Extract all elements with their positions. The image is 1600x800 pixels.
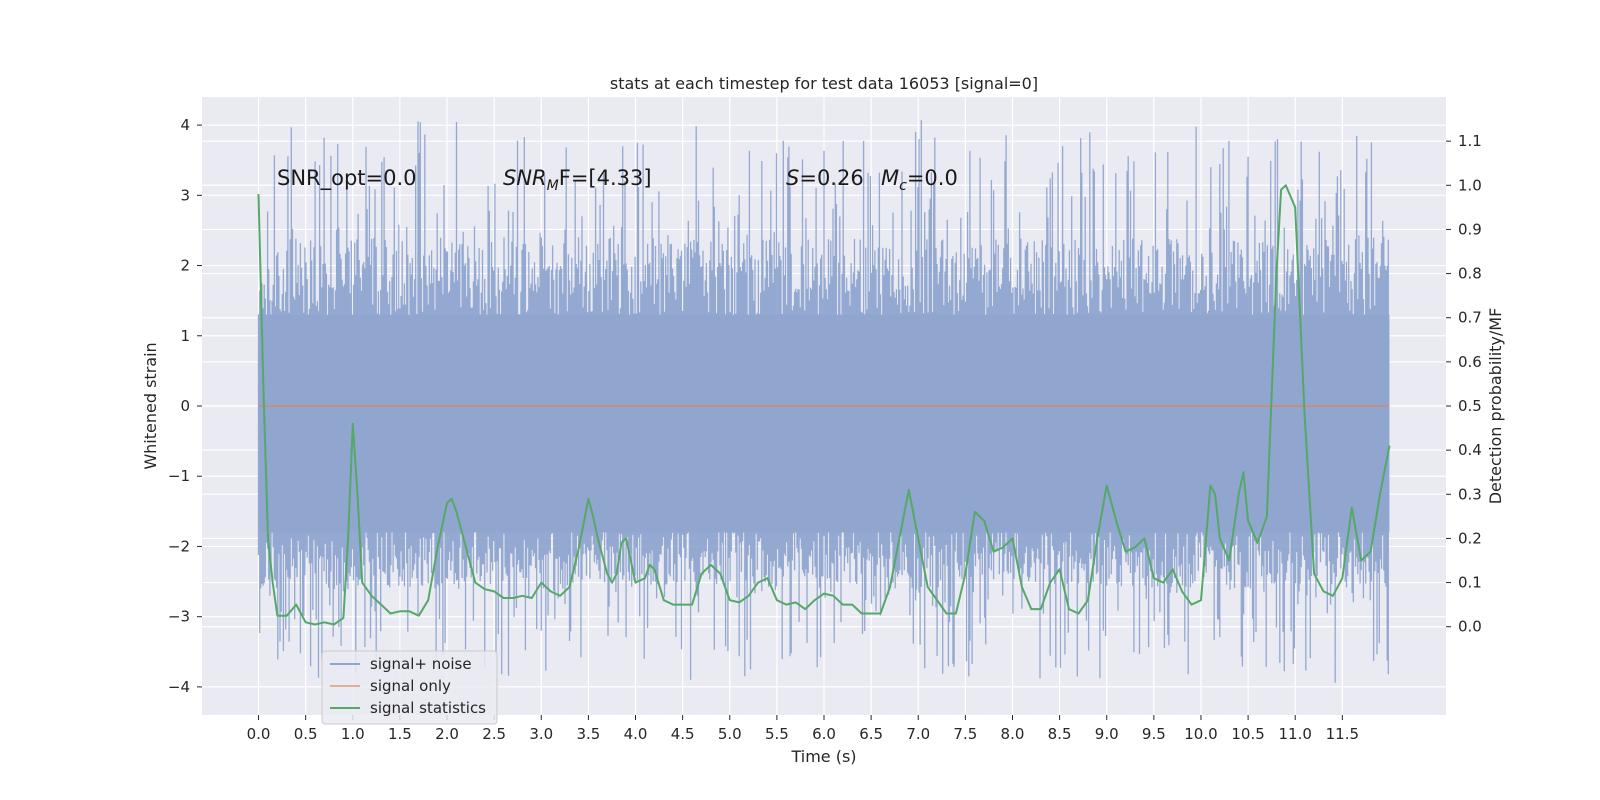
y-axis-ticks: −4 −3 −2 −1 0 1 2 3 4	[168, 116, 202, 696]
legend-label-noise: signal+ noise	[370, 655, 472, 673]
x-tick-label-20: 10.0	[1184, 725, 1217, 743]
x-tick-label-7: 3.5	[576, 725, 600, 743]
noise-spikes	[257, 120, 1389, 683]
x-tick-label-15: 7.5	[953, 725, 977, 743]
x-tick-label-6: 3.0	[529, 725, 553, 743]
x-tick-label-5: 2.5	[482, 725, 506, 743]
y-right-tick-label-6: 0.6	[1458, 353, 1482, 371]
y-right-tick-label-9: 0.9	[1458, 220, 1482, 238]
snr-mf-annotation: SNRMF=[4.33]	[503, 166, 652, 194]
y-right-tick-label-5: 0.5	[1458, 397, 1482, 415]
x-tick-label-14: 7.0	[906, 725, 930, 743]
s-rest: =0.26	[799, 166, 863, 190]
s-annotation: S=0.26	[786, 166, 864, 190]
mc-main: M	[881, 166, 899, 190]
x-tick-label-22: 11.0	[1279, 725, 1312, 743]
y-right-tick-label-0: 0.0	[1458, 618, 1482, 636]
x-axis-ticks: 0.0 0.5 1.0 1.5 2.0 2.5 3.0 3.5 4.0 4.5 5.0 5.5 6.0 6…	[247, 715, 1359, 743]
x-tick-label-18: 9.0	[1095, 725, 1119, 743]
x-tick-label-1: 0.5	[294, 725, 318, 743]
y-right-tick-label-7: 0.7	[1458, 309, 1482, 327]
y-right-tick-label-1: 0.1	[1458, 574, 1482, 592]
noise-series	[257, 120, 1390, 683]
x-tick-label-12: 6.0	[812, 725, 836, 743]
y-tick-label-1: −3	[168, 608, 190, 626]
snr-mf-main: SNR	[503, 166, 547, 190]
y-tick-label-8: 4	[180, 116, 190, 134]
x-tick-label-2: 1.0	[341, 725, 365, 743]
mc-subscript: c	[899, 178, 907, 194]
snr-opt-annotation: SNR_opt=0.0	[277, 166, 417, 191]
y-tick-label-0: −4	[168, 678, 190, 696]
x-tick-label-23: 11.5	[1326, 725, 1359, 743]
y-tick-label-3: −1	[168, 467, 190, 485]
x-tick-label-10: 5.0	[718, 725, 742, 743]
y-right-tick-label-8: 0.8	[1458, 265, 1482, 283]
legend-box	[321, 650, 498, 725]
y-right-tick-label-11: 1.1	[1458, 132, 1482, 150]
y-tick-label-2: −2	[168, 537, 190, 555]
y-tick-label-6: 2	[180, 257, 190, 275]
signal-statistics-line	[257, 184, 1391, 626]
legend-label-signal-only: signal only	[370, 677, 451, 695]
x-tick-label-19: 9.5	[1142, 725, 1166, 743]
x-tick-label-13: 6.5	[859, 725, 883, 743]
x-axis-label: Time (s)	[790, 747, 856, 766]
y-right-axis-ticks: 0.0 0.1 0.2 0.3 0.4 0.5 0.6 0.7 0.8 0.9 1.0 1.1	[1446, 132, 1482, 636]
legend: signal+ noise signal only signal statist…	[321, 650, 498, 725]
x-tick-label-17: 8.5	[1048, 725, 1072, 743]
x-tick-label-16: 8.0	[1001, 725, 1025, 743]
snr-mf-subscript: M	[547, 178, 559, 194]
y-axis-label: Whitened strain	[141, 342, 160, 469]
y-right-tick-label-3: 0.3	[1458, 485, 1482, 503]
x-tick-label-8: 4.0	[624, 725, 648, 743]
y-right-tick-label-2: 0.2	[1458, 529, 1482, 547]
legend-label-signal-statistics: signal statistics	[370, 699, 486, 717]
x-tick-label-11: 5.5	[765, 725, 789, 743]
mc-rest: =0.0	[907, 166, 958, 190]
y-right-tick-label-4: 0.4	[1458, 441, 1482, 459]
x-tick-label-9: 4.5	[671, 725, 695, 743]
x-tick-label-4: 2.0	[435, 725, 459, 743]
x-tick-label-0: 0.0	[247, 725, 271, 743]
y-tick-label-5: 1	[180, 327, 190, 345]
y-right-tick-label-10: 1.0	[1458, 176, 1482, 194]
chart-title: stats at each timestep for test data 160…	[610, 74, 1038, 93]
s-main: S	[786, 166, 799, 190]
x-tick-label-21: 10.5	[1231, 725, 1264, 743]
x-tick-label-3: 1.5	[388, 725, 412, 743]
y-tick-label-4: 0	[180, 397, 190, 415]
y-right-axis-label: Detection probability/MF	[1486, 308, 1505, 505]
snr-mf-rest: F=[4.33]	[559, 166, 652, 190]
mc-annotation: Mc=0.0	[881, 166, 958, 194]
signal-statistics-series	[257, 184, 1391, 626]
y-tick-label-7: 3	[180, 186, 190, 204]
